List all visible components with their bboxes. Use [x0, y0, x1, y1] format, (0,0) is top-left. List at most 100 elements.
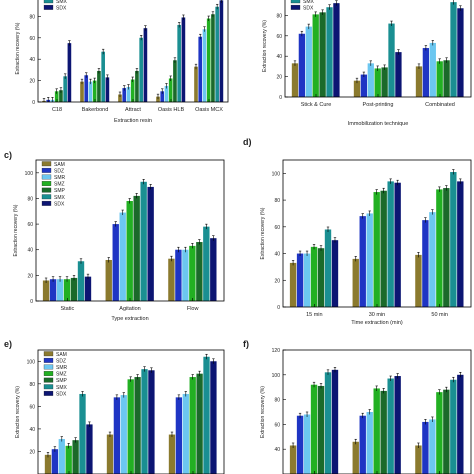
legend-label-smx: SMX: [303, 0, 315, 5]
legend-swatch-sam: [43, 351, 54, 357]
y-tick-label: 0: [277, 305, 280, 311]
bar-d-smr-1: [366, 213, 373, 307]
plot-frame: [37, 349, 225, 474]
bar-c-smz-0: [63, 279, 71, 301]
bar-e-sdx-2: [210, 361, 217, 474]
x-tick-label: Attract: [125, 107, 141, 113]
panel-label: d): [243, 137, 252, 147]
bar-f-smz-0: [310, 384, 318, 474]
bar-d-sam-0: [289, 262, 297, 307]
legend-swatch-sdx: [290, 4, 301, 10]
bar-e-sdz-1: [113, 397, 121, 474]
bar-b-sam-0: [291, 63, 299, 97]
x-tick-label: Stick & Cure: [301, 102, 332, 108]
bar-a-sdx-1: [105, 77, 110, 102]
legend-swatch-smx: [41, 194, 52, 200]
y-tick-label: 0: [279, 95, 282, 101]
y-tick-label: 80: [274, 398, 280, 404]
bar-d-sdx-1: [394, 182, 401, 307]
y-tick-label: 20: [274, 278, 280, 284]
bar-c-smp-1: [133, 195, 140, 301]
bars-group: [44, 353, 217, 474]
legend-swatch-sdz: [43, 357, 54, 363]
y-tick-label: 60: [276, 34, 282, 40]
y-axis-label: Extraction recovery (%): [15, 22, 21, 74]
legend-label-smp: SMP: [54, 188, 66, 194]
y-axis-label: Extraction recovery (%): [260, 386, 266, 438]
bar-a-smz-1: [92, 80, 97, 102]
bar-b-sdx-2: [457, 8, 464, 97]
bar-c-sdz-1: [112, 224, 119, 301]
y-tick-label: 20: [29, 79, 35, 85]
legend-swatch-smx: [290, 0, 301, 4]
bar-a-smx-2: [139, 37, 143, 102]
bar-c-sam-1: [105, 259, 112, 301]
y-tick-label: 40: [29, 427, 35, 433]
x-tick-label: 50 min: [431, 312, 448, 318]
x-tick-label: Oasis MCX: [195, 107, 223, 113]
bar-d-sdz-0: [296, 253, 304, 307]
bars-group: [42, 0, 224, 102]
legend-label-sdx: SDX: [303, 5, 314, 11]
bar-b-sdz-1: [360, 74, 368, 97]
bar-a-smz-4: [206, 18, 211, 102]
bar-c-sdx-1: [147, 186, 154, 301]
bars-group: [42, 178, 217, 301]
bar-a-smx-4: [215, 6, 219, 102]
bar-a-smx-1: [101, 51, 105, 102]
legend-label-smr: SMR: [54, 175, 66, 181]
bar-e-smz-0: [65, 445, 72, 474]
bar-f-smr-2: [429, 419, 436, 474]
bar-f-sdz-1: [359, 415, 366, 474]
legend-label-smz: SMZ: [56, 372, 67, 378]
bar-b-smx-2: [450, 2, 457, 97]
y-tick-label: 40: [276, 54, 282, 60]
bar-b-smp-2: [443, 60, 450, 97]
bar-a-smz-3: [168, 78, 173, 102]
x-axis-label: Extraction resin: [114, 118, 152, 124]
y-axis-label: Extraction recovery (%): [13, 204, 19, 256]
bar-a-smp-2: [135, 70, 139, 102]
y-axis-label: Extraction recovery (%): [260, 207, 266, 259]
y-tick-label: 80: [276, 13, 282, 19]
bar-a-smr-4: [202, 29, 207, 102]
bar-a-smp-3: [173, 60, 177, 102]
y-tick-label: 80: [29, 14, 35, 20]
bar-d-smp-1: [380, 190, 387, 307]
bar-d-smz-2: [436, 189, 443, 307]
x-tick-label: Agitation: [119, 306, 140, 312]
bar-b-sam-2: [415, 66, 423, 97]
bar-c-sdx-2: [210, 238, 217, 301]
legend-label-sam: SAM: [54, 162, 65, 168]
bar-f-sdx-2: [457, 374, 464, 474]
bar-f-sdx-0: [331, 369, 339, 474]
bar-a-smz-0: [54, 91, 59, 102]
bar-b-smr-0: [305, 26, 312, 97]
x-tick-label: Bakerbond: [82, 107, 109, 113]
bar-a-smr-3: [164, 85, 169, 102]
y-tick-label: 80: [274, 198, 280, 204]
legend-swatch-sdx: [41, 200, 52, 206]
bar-f-smr-1: [366, 412, 373, 474]
bar-a-smp-1: [97, 70, 101, 102]
legend-swatch-smx: [43, 384, 54, 390]
bar-d-smp-0: [317, 248, 325, 307]
x-tick-label: Post-printing: [363, 102, 394, 108]
legend-label-sdx: SDX: [56, 391, 67, 397]
legend-label-smp: SMP: [56, 378, 68, 384]
legend-label-smx: SMX: [56, 385, 68, 391]
y-tick-label: 100: [27, 359, 36, 365]
legend-swatch-sdx: [43, 390, 54, 396]
bar-e-sdx-1: [148, 370, 155, 474]
y-tick-label: 100: [272, 373, 281, 379]
y-tick-label: 60: [29, 36, 35, 42]
bar-c-smp-2: [196, 242, 203, 301]
bar-d-smx-0: [324, 229, 332, 307]
bar-b-smx-0: [326, 7, 333, 97]
bar-e-smr-2: [182, 393, 189, 474]
bar-e-smz-2: [189, 377, 196, 474]
bar-d-smx-2: [450, 172, 457, 307]
bar-e-smr-0: [58, 439, 65, 474]
y-axis-label: Extraction recovery (%): [262, 20, 268, 72]
